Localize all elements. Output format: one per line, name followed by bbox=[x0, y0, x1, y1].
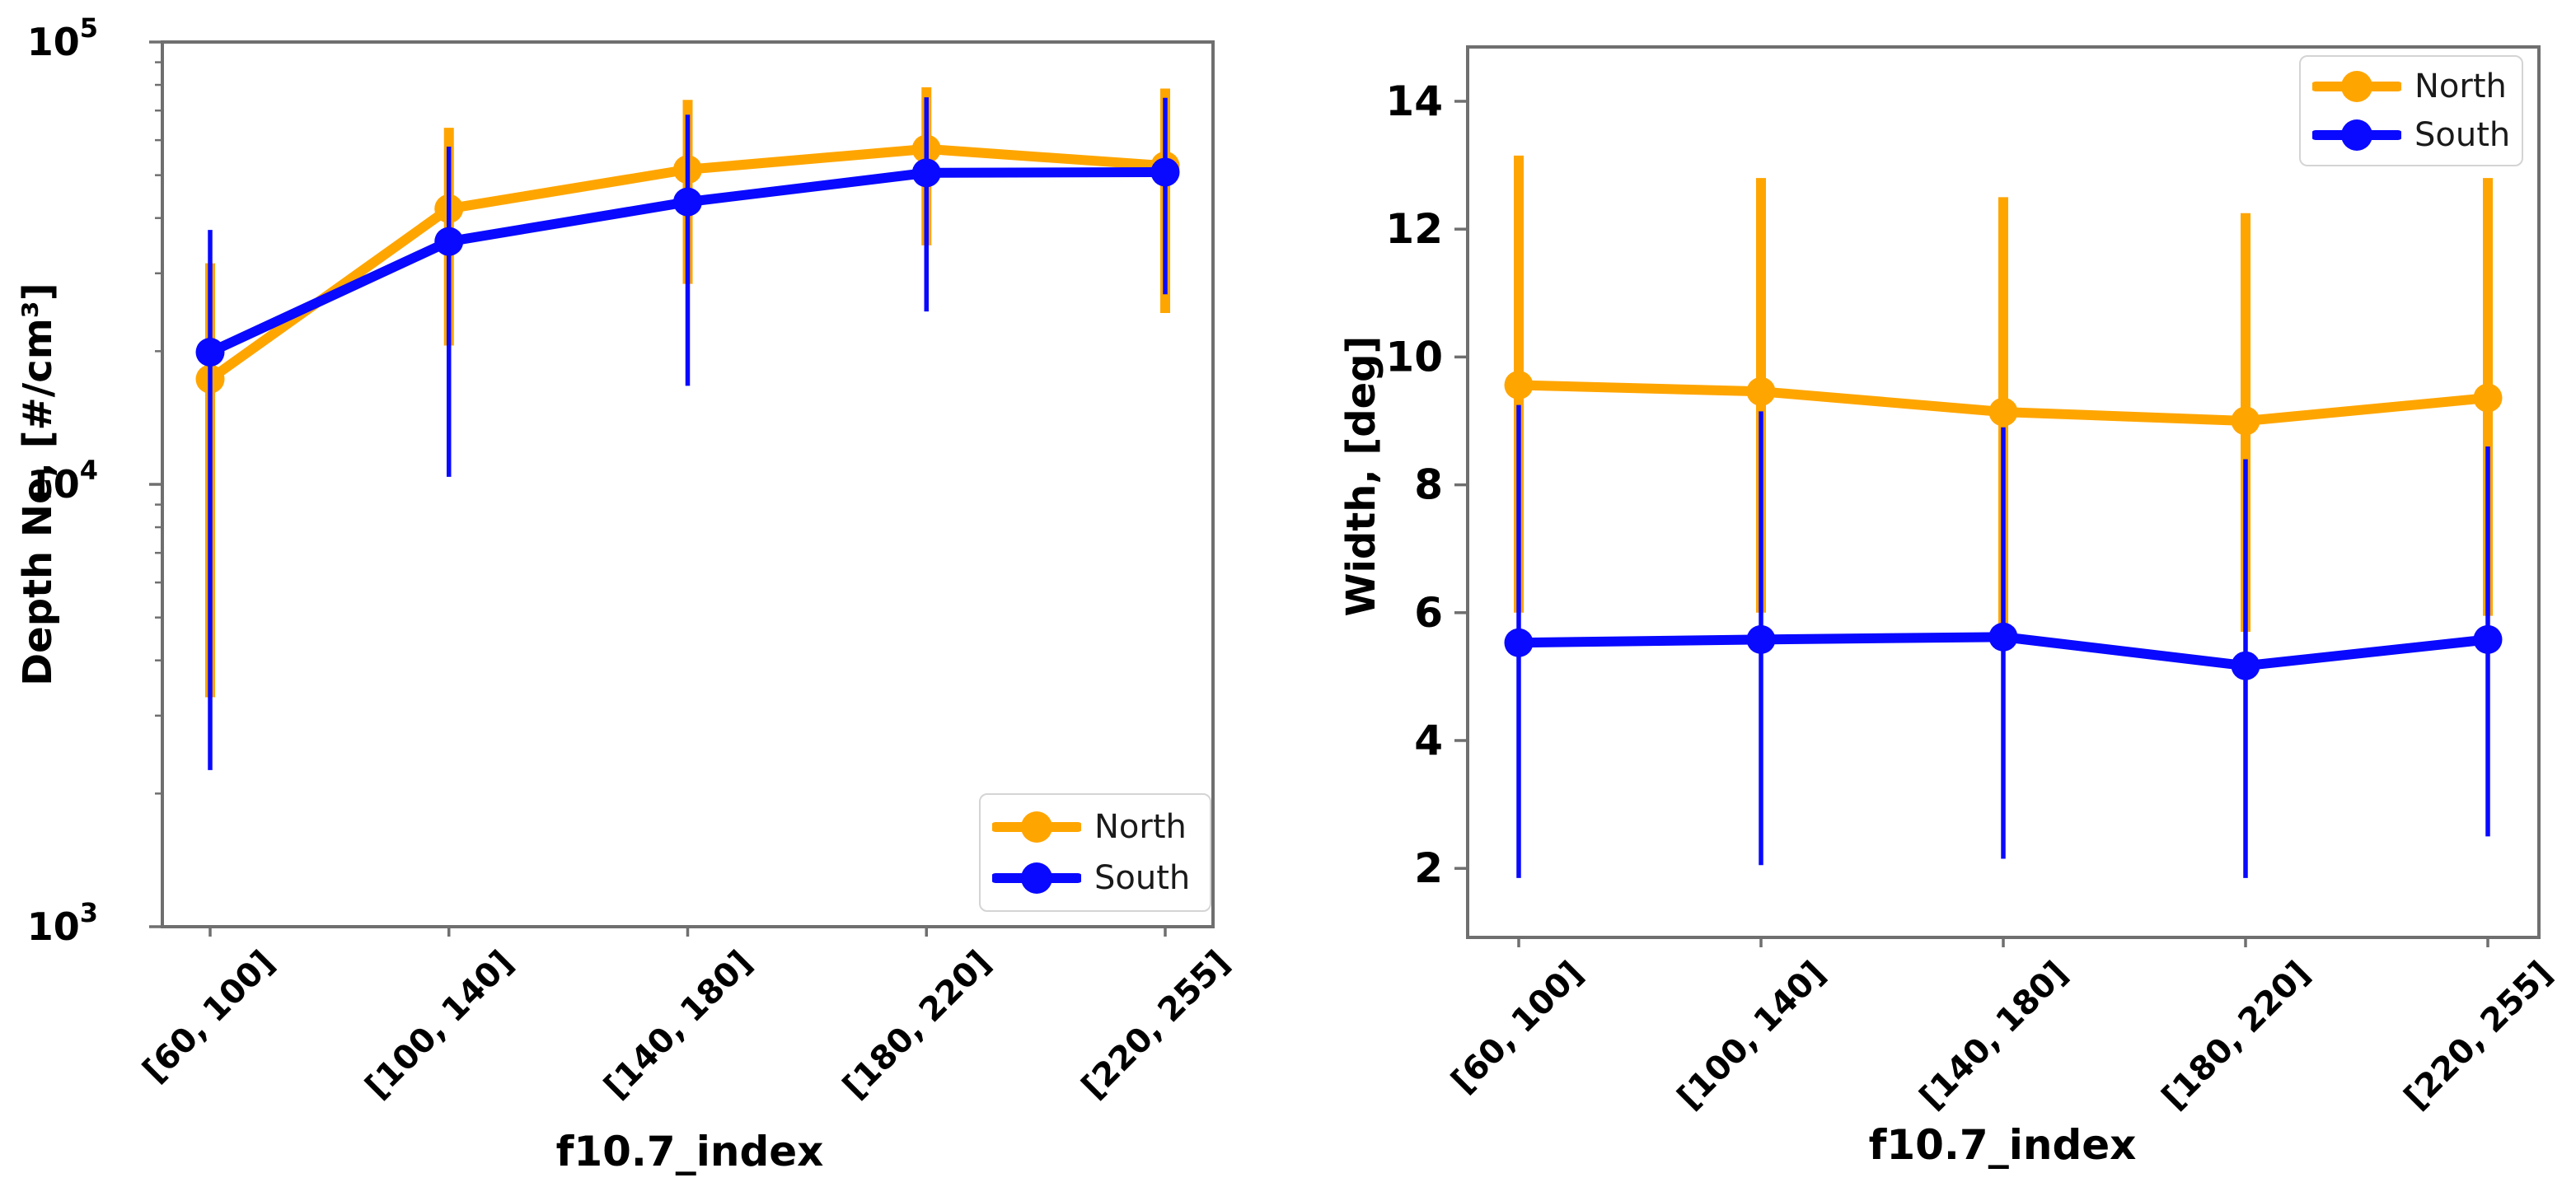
x-tick-label: [220, 255] bbox=[1075, 944, 1237, 1106]
right-y-ticks: 2 4 6 8 10 12 14 bbox=[1385, 77, 1468, 892]
x-tick-label: [60, 100] bbox=[1445, 955, 1590, 1101]
data-point-marker bbox=[2473, 383, 2503, 413]
x-tick-label: [140, 180] bbox=[1913, 955, 2075, 1117]
left-y-axis-label: Depth Ne, [#/cm³] bbox=[15, 283, 61, 686]
legend-marker-icon bbox=[2312, 119, 2401, 151]
y-tick-label: 12 bbox=[1385, 205, 1443, 253]
left-x-ticks: [60, 100] [100, 140] [140, 180] [180, 220] [… bbox=[136, 927, 1237, 1106]
y-tick-label: 103 bbox=[27, 897, 98, 949]
legend-item-north: North bbox=[2312, 68, 2510, 105]
y-tick-label: 8 bbox=[1414, 461, 1443, 509]
data-point-marker bbox=[1988, 397, 2018, 427]
y-tick-label: 10 bbox=[1385, 333, 1443, 381]
y-tick-label: 14 bbox=[1385, 77, 1443, 125]
y-tick-label: 105 bbox=[27, 12, 98, 64]
data-point-marker bbox=[195, 338, 225, 367]
data-point-marker bbox=[1988, 622, 2018, 652]
data-point-marker bbox=[1746, 376, 1776, 406]
data-point-marker bbox=[2231, 406, 2260, 436]
y-tick-label: 6 bbox=[1414, 589, 1443, 637]
right-x-ticks: [60, 100] [100, 140] [140, 180] [180, 220] [… bbox=[1445, 937, 2560, 1117]
legend-marker-icon bbox=[992, 862, 1081, 894]
legend-marker-icon bbox=[992, 811, 1081, 844]
data-point-marker bbox=[1504, 371, 1534, 400]
y-tick-label: 4 bbox=[1414, 717, 1443, 764]
y-tick-label: 2 bbox=[1414, 844, 1443, 892]
legend-label: South bbox=[1094, 858, 1191, 897]
right-y-axis-label: Width, [deg] bbox=[1338, 335, 1384, 617]
data-point-marker bbox=[911, 158, 941, 188]
x-tick-label: [60, 100] bbox=[136, 944, 282, 1090]
right-series-south bbox=[1504, 404, 2503, 878]
data-point-marker bbox=[2231, 651, 2260, 680]
x-tick-label: [180, 220] bbox=[2155, 955, 2317, 1117]
x-tick-label: [220, 255] bbox=[2397, 955, 2560, 1117]
legend-label: South bbox=[2414, 115, 2511, 154]
legend-label: North bbox=[1094, 808, 1187, 847]
x-tick-label: [140, 180] bbox=[597, 944, 760, 1106]
x-tick-label: [180, 220] bbox=[836, 944, 998, 1106]
data-point-marker bbox=[1746, 624, 1776, 654]
left-plot-legend: North South bbox=[979, 793, 1211, 912]
legend-item-north: North bbox=[992, 809, 1198, 845]
left-series-south bbox=[195, 97, 1180, 770]
legend-item-south: South bbox=[992, 860, 1198, 896]
x-tick-label: [100, 140] bbox=[358, 944, 521, 1106]
data-point-marker bbox=[2473, 624, 2503, 654]
x-tick-label: [100, 140] bbox=[1670, 955, 1833, 1117]
legend-item-south: South bbox=[2312, 117, 2510, 153]
data-point-marker bbox=[673, 187, 702, 217]
data-point-marker bbox=[1150, 157, 1180, 187]
right-x-axis-label: f10.7_index bbox=[1868, 1121, 2137, 1169]
legend-label: North bbox=[2414, 68, 2507, 106]
legend-marker-icon bbox=[2312, 71, 2401, 103]
left-x-axis-label: f10.7_index bbox=[555, 1128, 824, 1175]
data-point-marker bbox=[1504, 628, 1534, 657]
data-point-marker bbox=[434, 227, 464, 256]
right-plot-legend: North South bbox=[2299, 55, 2523, 166]
